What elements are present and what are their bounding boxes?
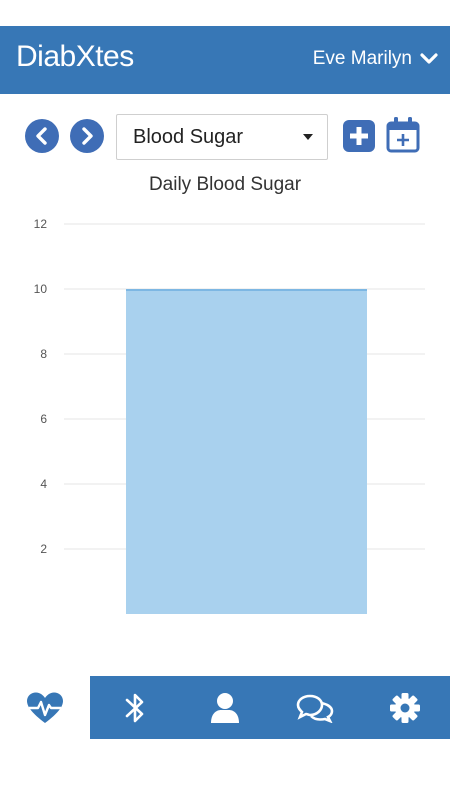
y-tick-label: 8: [40, 347, 47, 361]
blood-sugar-chart: 2 4 6 8 10 12: [34, 217, 425, 614]
tab-bluetooth[interactable]: [90, 676, 180, 739]
previous-day-button[interactable]: [25, 119, 59, 153]
heart-pulse-icon: [27, 692, 63, 723]
metric-select[interactable]: Blood Sugar: [116, 114, 328, 160]
y-tick-label: 12: [34, 217, 48, 231]
gear-icon: [390, 692, 420, 723]
bar[interactable]: [126, 289, 367, 614]
chart-title: Daily Blood Sugar: [148, 174, 302, 195]
bottom-tab-bar: [0, 676, 450, 739]
user-menu[interactable]: Eve Marilyn: [313, 48, 438, 70]
next-day-button[interactable]: [70, 119, 104, 153]
chevron-right-icon: [82, 127, 93, 145]
add-reading-button[interactable]: [342, 119, 376, 158]
y-tick-label: 4: [40, 477, 47, 491]
app-header: DiabXtes Eve Marilyn: [0, 26, 450, 94]
y-tick-label: 6: [40, 412, 47, 426]
user-name: Eve Marilyn: [312, 48, 412, 69]
calendar-add-icon: [386, 117, 420, 153]
status-bar: [0, 0, 450, 26]
tab-settings[interactable]: [360, 676, 450, 739]
y-tick-label: 10: [34, 282, 48, 296]
y-tick-label: 2: [40, 542, 47, 556]
chevron-left-icon: [36, 127, 47, 145]
app-logo: DiabXtes: [16, 40, 134, 73]
bluetooth-icon: [125, 693, 144, 722]
plus-square-icon: [343, 120, 375, 152]
chevron-down-icon: [420, 53, 438, 64]
chart-toolbar: Blood Sugar: [0, 112, 450, 164]
tab-health[interactable]: [0, 676, 90, 739]
tab-messages[interactable]: [270, 676, 360, 739]
user-icon: [211, 692, 239, 723]
caret-down-icon: [303, 134, 313, 140]
tab-profile[interactable]: [180, 676, 270, 739]
chat-icon: [296, 694, 334, 723]
add-calendar-entry-button[interactable]: [386, 116, 420, 159]
metric-select-value: Blood Sugar: [133, 125, 244, 148]
